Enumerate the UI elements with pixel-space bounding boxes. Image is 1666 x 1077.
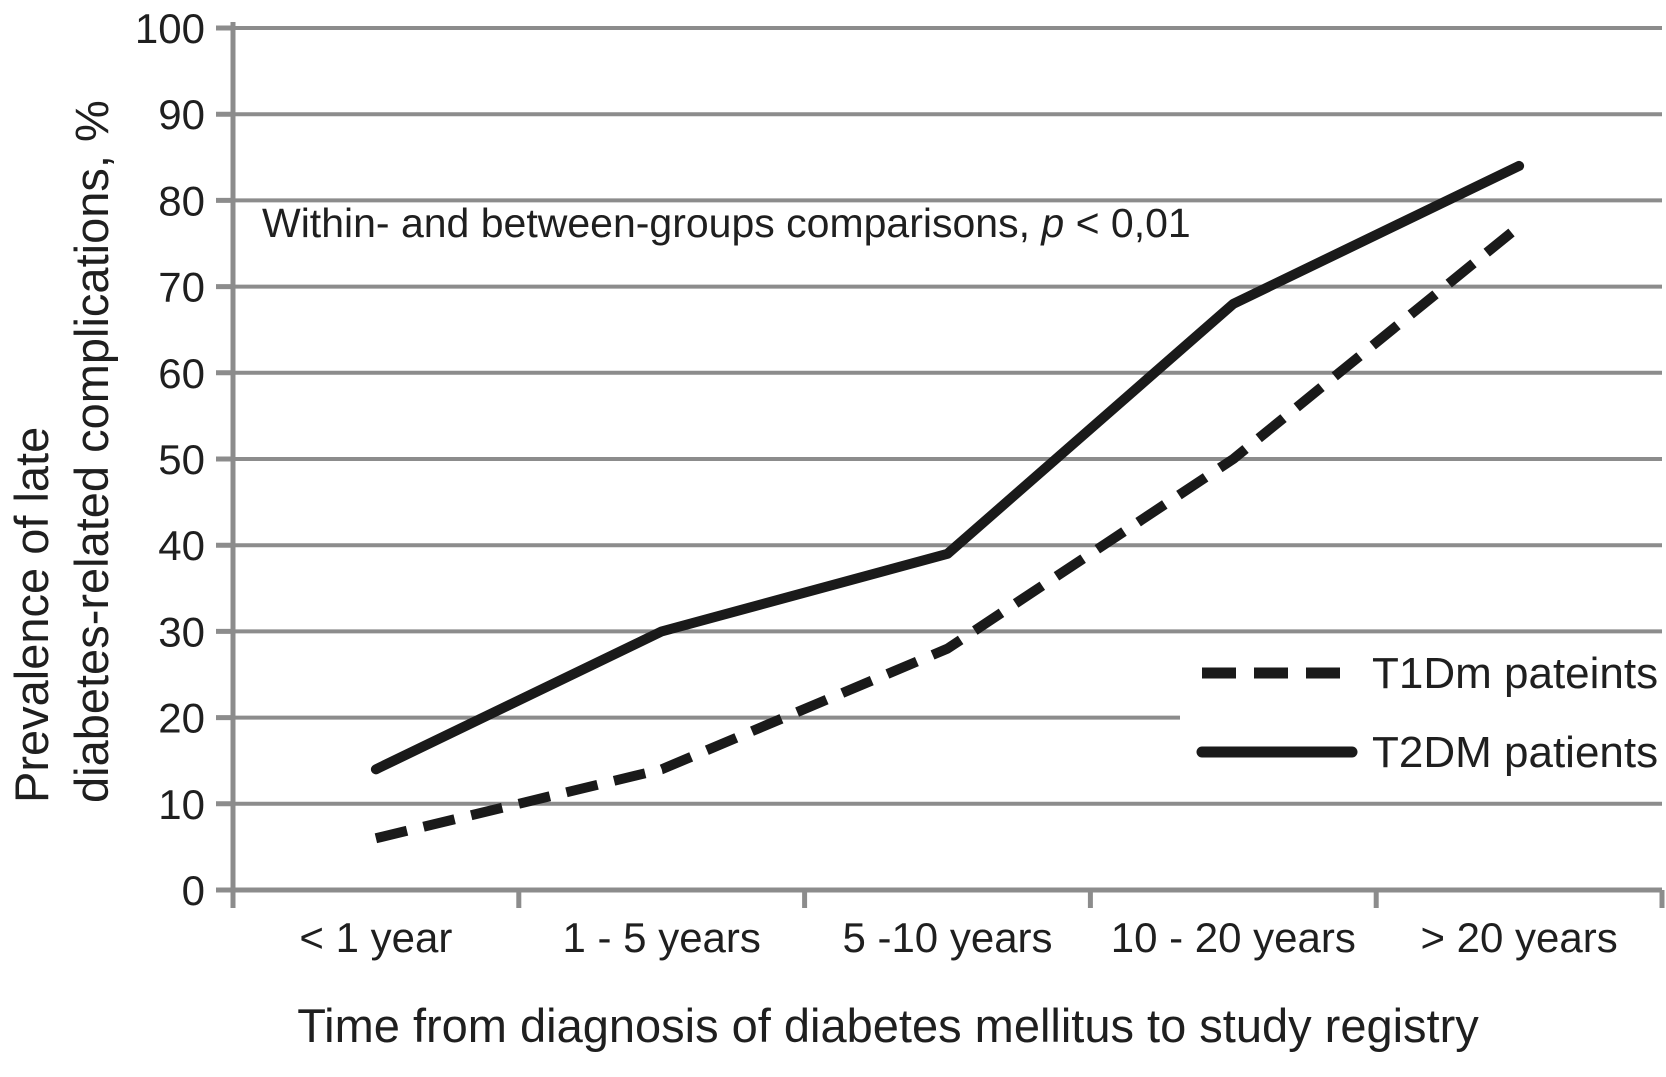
y-axis-ticks <box>216 25 233 893</box>
y-tick-label-20: 20 <box>158 695 205 742</box>
y-tick-label-90: 90 <box>158 91 205 138</box>
y-tick-label-40: 40 <box>158 522 205 569</box>
y-tick-label-50: 50 <box>158 436 205 483</box>
y-axis-title-line2: diabetes-related complications, % <box>65 100 118 803</box>
y-axis-title: Prevalence of late diabetes-related comp… <box>5 100 118 803</box>
annotation-suffix: < 0,01 <box>1064 200 1191 246</box>
x-axis-title: Time from diagnosis of diabetes mellitus… <box>297 999 1479 1052</box>
category-label-1: 1 - 5 years <box>562 914 760 961</box>
y-tick-label-10: 10 <box>158 781 205 828</box>
y-tick-label-60: 60 <box>158 350 205 397</box>
series-line-t2dm <box>370 160 1525 775</box>
legend: T1Dm pateints T2DM patients <box>1196 649 1658 777</box>
annotation-p-symbol: p <box>1039 200 1064 246</box>
y-tick-label-80: 80 <box>158 177 205 224</box>
category-label-3: 10 - 20 years <box>1111 914 1356 961</box>
legend-label-t2dm: T2DM patients <box>1372 728 1658 777</box>
category-label-2: 5 -10 years <box>842 914 1052 961</box>
annotation-prefix: Within- and between-groups comparisons, <box>262 200 1041 246</box>
y-tick-label-100: 100 <box>135 5 205 52</box>
significance-annotation: Within- and between-groups comparisons, … <box>262 200 1191 246</box>
gridlines <box>233 26 1662 892</box>
y-axis-title-line1: Prevalence of late <box>5 427 58 803</box>
y-tick-label-70: 70 <box>158 264 205 311</box>
y-tick-labels: 0 10 20 30 40 50 60 70 80 90 100 <box>135 5 205 914</box>
legend-label-t1dm: T1Dm pateints <box>1372 649 1658 698</box>
y-tick-label-30: 30 <box>158 608 205 655</box>
x-axis-ticks <box>230 890 1665 908</box>
axes <box>216 22 1665 908</box>
category-label-4: > 20 years <box>1420 914 1617 961</box>
y-tick-label-0: 0 <box>182 867 205 914</box>
x-category-labels: < 1 year 1 - 5 years 5 -10 years 10 - 20 ye… <box>299 914 1617 961</box>
series-lines <box>370 160 1525 844</box>
series-line-t1dm <box>374 222 1523 844</box>
category-label-0: < 1 year <box>299 914 452 961</box>
legend-background <box>1180 640 1664 792</box>
